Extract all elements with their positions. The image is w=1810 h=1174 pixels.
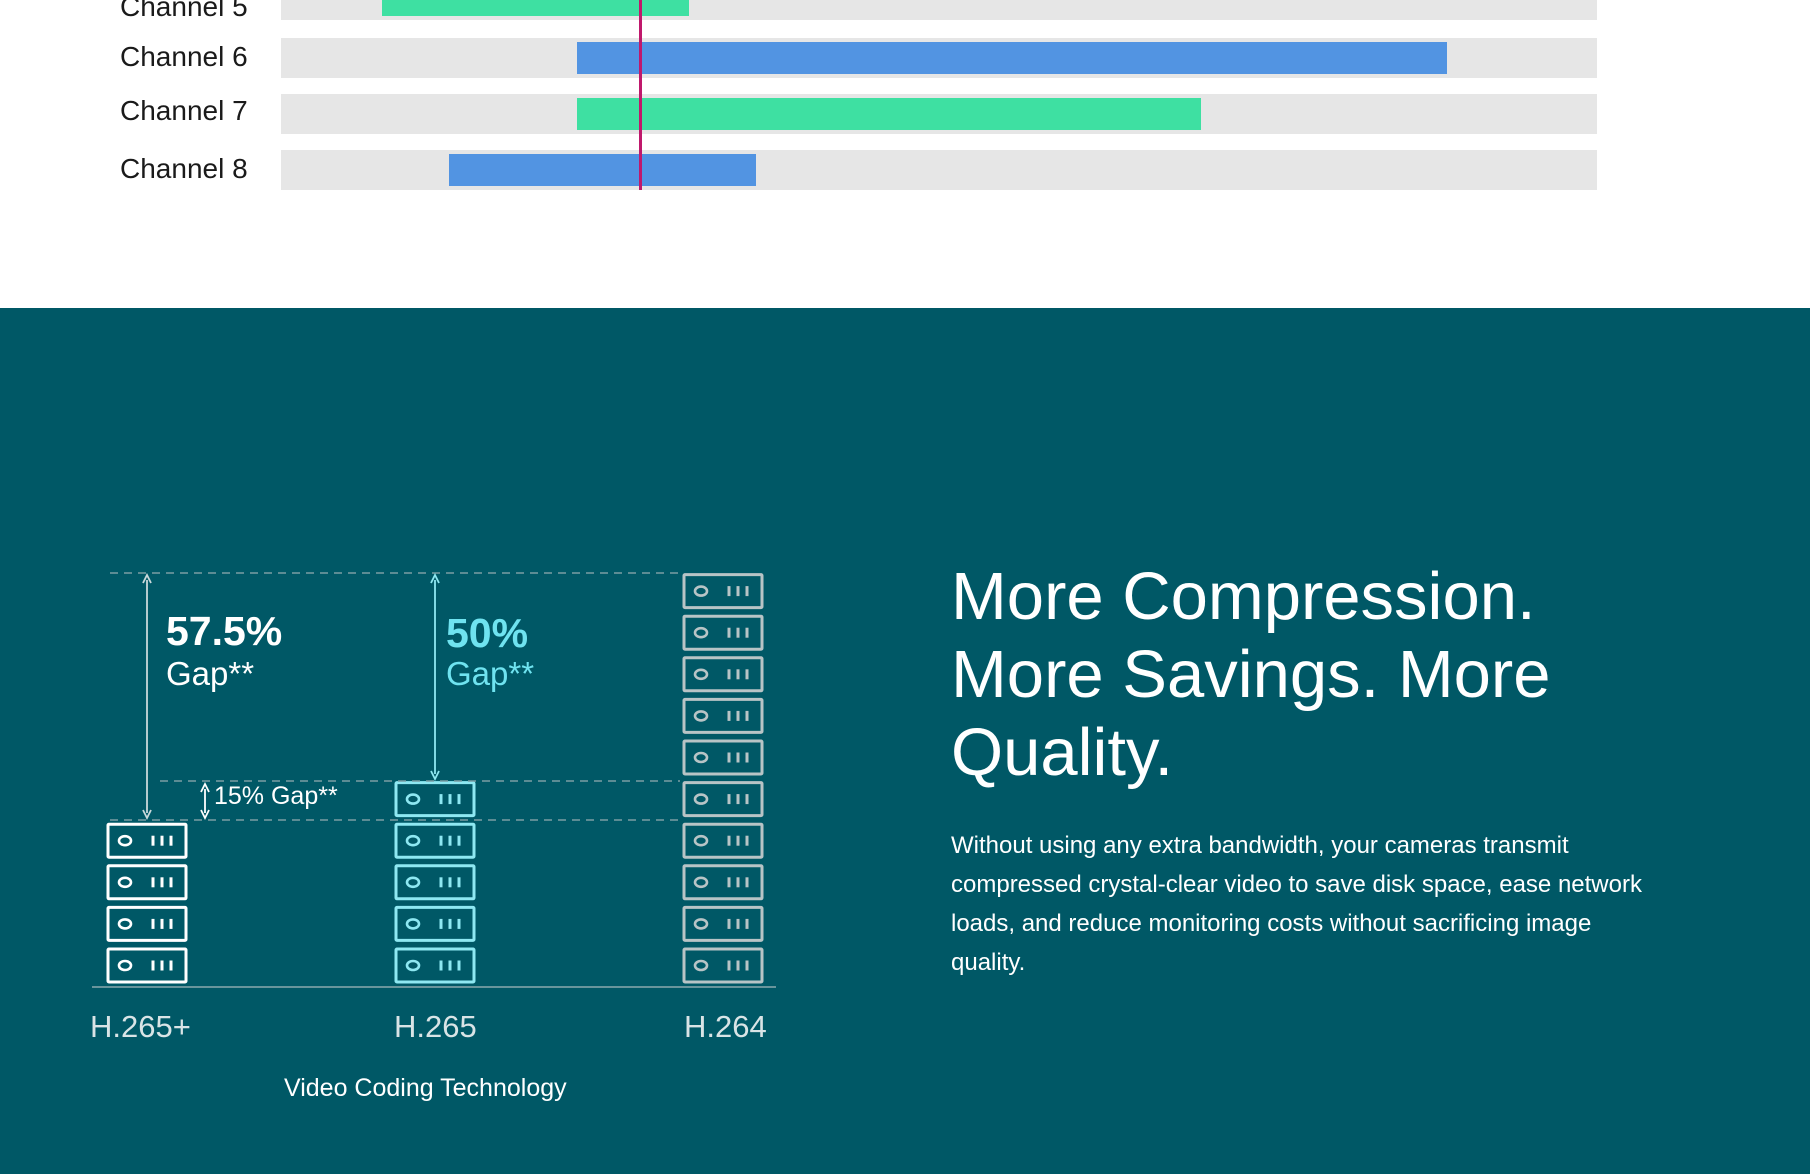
server-led-icon [693,918,709,930]
gap-h265-value: 50% [446,610,529,656]
server-unit-icon [682,656,764,693]
server-led-icon [405,959,421,972]
heading-line-2: More Savings. More [951,637,1551,712]
server-led-icon [405,793,421,805]
server-led-icon [405,918,421,930]
server-unit-icon [682,573,764,610]
axis-label-h265: H.265 [394,1009,477,1044]
channel-track [281,150,1597,190]
server-unit-icon [394,822,476,859]
server-led-icon [117,876,133,889]
channel-bar [577,98,1201,130]
server-led-icon [693,626,709,639]
compression-section: 57.5% Gap** 50% Gap** 15% Gap** H.265+ H… [0,308,1810,1174]
server-led-icon [693,959,709,972]
axis-label-h265plus: H.265+ [90,1009,191,1044]
gap-h265-label: Gap** [446,655,535,692]
server-led-icon [405,834,421,847]
server-led-icon [693,793,709,805]
server-unit-icon [394,905,476,942]
server-led-icon [693,668,709,681]
gap-h265plus-value: 57.5% [166,608,283,654]
compression-chart: 57.5% Gap** 50% Gap** 15% Gap** H.265+ H… [0,308,800,1174]
server-led-icon [693,710,709,722]
server-unit-icon [682,905,764,942]
server-unit-icon [682,864,764,901]
axis-label-h264: H.264 [684,1009,767,1044]
channel-track [281,94,1597,134]
server-unit-icon [106,905,188,942]
channel-bar [577,42,1447,74]
section-description: Without using any extra bandwidth, your … [951,832,1642,976]
server-led-icon [117,959,133,972]
server-unit-icon [106,822,188,859]
channel-label: Channel 8 [120,153,248,184]
channel-track [281,0,1597,20]
arrow-h265plus-head [142,572,152,584]
server-led-icon [117,918,133,930]
channel-label: Channel 5 [120,0,248,22]
server-led-icon [693,585,709,597]
server-led-icon [117,834,133,847]
server-unit-icon [394,781,476,818]
arrow-h265-head [430,572,440,584]
server-led-icon [693,834,709,847]
channel-track [281,38,1597,78]
server-unit-icon [394,947,476,984]
arrow-small-gap-head [200,781,210,793]
axis-title: Video Coding Technology [284,1074,567,1102]
server-led-icon [693,876,709,889]
channel-bar [449,154,757,186]
server-unit-icon [106,947,188,984]
server-led-icon [405,876,421,889]
compression-chart-svg [92,572,776,988]
arrow-small-gap-tail [200,809,210,821]
arrow-h265-tail [430,770,440,782]
server-led-icon [693,751,709,764]
server-unit-icon [682,822,764,859]
time-marker [638,0,642,190]
heading-line-3: Quality. [951,715,1174,790]
server-unit-icon [394,864,476,901]
section-heading: More Compression. More Savings. More Qua… [951,558,1651,792]
channel-timeline: Channel 5 Channel 6 Channel 7 Channel 8 [0,0,1810,308]
server-unit-icon [682,781,764,818]
channel-label: Channel 6 [120,41,248,72]
server-unit-icon [106,864,188,901]
heading-line-1: More Compression. [951,559,1536,634]
arrow-h265plus-tail [142,809,152,821]
gap-h265plus-label: Gap** [166,655,255,692]
channel-label: Channel 7 [120,95,248,126]
server-unit-icon [682,947,764,984]
server-unit-icon [682,614,764,651]
channel-bar [382,0,689,16]
gap-small-label: 15% Gap** [214,782,338,810]
server-unit-icon [682,739,764,776]
server-unit-icon [682,697,764,734]
